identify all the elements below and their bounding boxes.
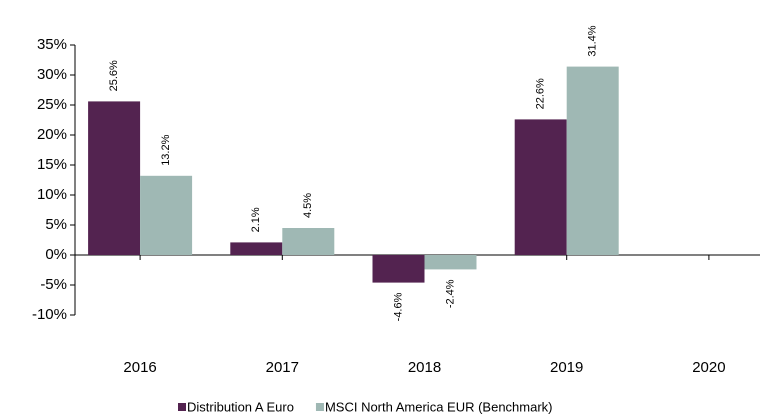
y-tick-label: 5% bbox=[45, 216, 67, 233]
bar bbox=[88, 101, 141, 256]
bar bbox=[282, 228, 335, 255]
x-tick-label: 2018 bbox=[408, 359, 441, 376]
y-tick-label: 20% bbox=[37, 126, 67, 143]
bar bbox=[230, 242, 283, 255]
value-label: 22.6% bbox=[535, 78, 547, 109]
legend-swatch bbox=[178, 403, 186, 411]
value-label: 25.6% bbox=[108, 60, 120, 91]
value-label: 2.1% bbox=[250, 207, 262, 232]
y-tick-label: 25% bbox=[37, 96, 67, 113]
bar bbox=[566, 66, 619, 255]
y-tick-label: 0% bbox=[45, 246, 67, 263]
value-label: -4.6% bbox=[392, 292, 404, 321]
y-tick-label: 35% bbox=[37, 36, 67, 53]
y-tick-label: 15% bbox=[37, 156, 67, 173]
value-label: 31.4% bbox=[587, 25, 599, 56]
bar bbox=[514, 119, 567, 256]
bar bbox=[140, 175, 193, 255]
y-tick-label: 30% bbox=[37, 66, 67, 83]
x-tick-label: 2016 bbox=[123, 359, 156, 376]
x-tick-label: 2019 bbox=[550, 359, 583, 376]
bar bbox=[424, 255, 477, 270]
value-label: 13.2% bbox=[160, 134, 172, 165]
y-tick-label: 10% bbox=[37, 186, 67, 203]
bar bbox=[372, 255, 425, 283]
x-tick-label: 2020 bbox=[692, 359, 725, 376]
x-tick-label: 2017 bbox=[266, 359, 299, 376]
legend-swatch bbox=[315, 403, 324, 411]
legend-label: Distribution A Euro bbox=[187, 399, 294, 414]
y-tick-label: -5% bbox=[40, 276, 67, 293]
value-label: -2.4% bbox=[444, 279, 456, 308]
y-tick-label: -10% bbox=[32, 306, 67, 323]
legend-label: MSCI North America EUR (Benchmark) bbox=[325, 399, 553, 414]
value-label: 4.5% bbox=[302, 193, 314, 218]
